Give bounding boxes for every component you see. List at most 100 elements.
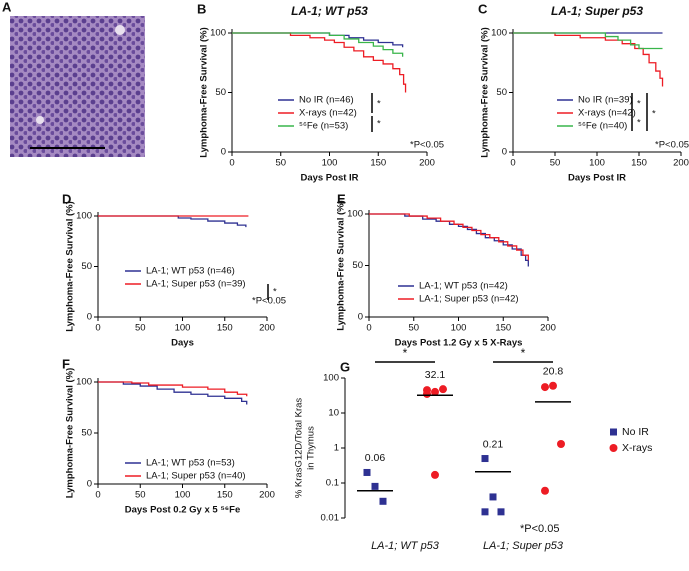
- x-tick-label: 200: [259, 490, 275, 501]
- x-tick-label: 0: [510, 158, 515, 169]
- y-axis-title: % KrasG12D/Total Kras: [294, 398, 305, 499]
- legend-label: ⁵⁶Fe (n=53): [299, 121, 348, 132]
- legend-label: No IR: [622, 426, 649, 438]
- data-point: [379, 497, 387, 505]
- survival-curve: [513, 32, 663, 50]
- x-tick-label: 50: [275, 158, 286, 169]
- y-tick-label: 0: [502, 147, 507, 158]
- y-tick-label: 0.1: [326, 478, 339, 489]
- data-point: [541, 383, 549, 392]
- x-tick-label: 200: [673, 158, 689, 169]
- annotation: *: [652, 109, 656, 120]
- x-tick-label: 0: [95, 490, 100, 501]
- y-tick-label: 0: [87, 479, 92, 490]
- survival-curve: [369, 213, 529, 267]
- legend-label: LA-1; Super p53 (n=42): [419, 294, 519, 305]
- y-axis-title: Lymphoma-Free Survival (%): [65, 201, 76, 332]
- y-tick-label: 50: [352, 260, 363, 271]
- x-tick-label: 50: [550, 158, 561, 169]
- mean-label: 32.1: [425, 369, 446, 381]
- y-axis-title: Lymphoma-Free Survival (%): [199, 27, 210, 158]
- survival-curve: [98, 381, 248, 405]
- y-tick-label: 50: [215, 87, 226, 98]
- data-point: [549, 381, 557, 390]
- panel-label: F: [62, 356, 70, 371]
- panel-label: G: [340, 359, 350, 374]
- y-tick-label: 0: [87, 312, 92, 323]
- y-tick-label: 100: [76, 211, 92, 222]
- x-tick-label: 100: [175, 323, 191, 334]
- chart-title: LA-1; Super p53: [551, 4, 643, 18]
- x-tick-label: 150: [217, 323, 233, 334]
- histology-detail: [115, 25, 125, 35]
- annotation: *P<0.05: [410, 140, 444, 151]
- chart-title: LA-1; WT p53: [291, 4, 368, 18]
- x-tick-label: 100: [175, 490, 191, 501]
- annotation: *: [521, 346, 526, 360]
- y-axis-title: Lymphoma-Free Survival (%): [480, 27, 491, 158]
- legend-label: ⁵⁶Fe (n=40): [578, 121, 627, 132]
- legend-label: X-rays (n=42): [578, 108, 636, 119]
- panel-label: A: [2, 0, 12, 14]
- survival-curve: [232, 32, 404, 48]
- x-tick-label: 200: [259, 323, 275, 334]
- panel-label: E: [337, 191, 346, 206]
- data-point: [497, 508, 505, 516]
- annotation: *P<0.05: [520, 523, 559, 535]
- x-axis-title: Days Post 0.2 Gy x 5 ⁵⁶Fe: [125, 505, 241, 516]
- legend-label: No IR (n=39): [578, 95, 633, 106]
- histology-image: [10, 16, 145, 157]
- x-tick-label: 150: [217, 490, 233, 501]
- y-tick-label: 50: [496, 87, 507, 98]
- x-tick-label: 0: [366, 323, 371, 334]
- legend-swatch: [609, 444, 618, 452]
- legend-label: No IR (n=46): [299, 95, 354, 106]
- mean-label: 0.21: [483, 438, 504, 450]
- x-tick-label: LA-1; Super p53: [483, 540, 564, 552]
- annotation: *: [273, 287, 277, 298]
- data-point: [481, 508, 489, 516]
- data-point: [431, 470, 439, 479]
- x-tick-label: 50: [135, 323, 146, 334]
- survival-curve: [369, 213, 529, 261]
- survival-curve: [98, 215, 247, 228]
- x-tick-label: 100: [589, 158, 605, 169]
- y-tick-label: 100: [491, 28, 507, 39]
- data-point: [557, 440, 565, 449]
- data-point: [481, 455, 489, 463]
- y-tick-label: 100: [323, 373, 339, 384]
- y-tick-label: 0: [221, 147, 226, 158]
- panel-label: D: [62, 191, 71, 206]
- annotation: *P<0.05: [252, 296, 286, 307]
- y-axis-title: Lymphoma-Free Survival (%): [336, 200, 347, 331]
- x-axis-title: Days Post IR: [300, 173, 358, 184]
- annotation: *: [377, 99, 381, 110]
- x-tick-label: 100: [451, 323, 467, 334]
- y-tick-label: 50: [81, 261, 92, 272]
- annotation: *P<0.05: [655, 140, 689, 151]
- histology-detail: [36, 116, 44, 124]
- data-point: [541, 486, 549, 495]
- legend-label: LA-1; Super p53 (n=40): [146, 471, 246, 482]
- data-point: [431, 387, 439, 396]
- panel-label: B: [197, 1, 206, 16]
- legend-label: LA-1; WT p53 (n=53): [146, 458, 235, 469]
- y-tick-label: 0.01: [321, 513, 340, 524]
- y-axis-title: Lymphoma-Free Survival (%): [65, 368, 76, 499]
- x-tick-label: 0: [95, 323, 100, 334]
- legend-label: LA-1; Super p53 (n=39): [146, 279, 246, 290]
- legend-label: X-rays (n=42): [299, 108, 357, 119]
- data-point: [423, 389, 431, 398]
- survival-curve: [232, 32, 407, 93]
- x-axis-title: Days Post IR: [568, 173, 626, 184]
- y-tick-label: 50: [81, 428, 92, 439]
- x-tick-label: 100: [322, 158, 338, 169]
- data-point: [371, 482, 379, 490]
- survival-curve: [98, 381, 248, 397]
- x-tick-label: 50: [135, 490, 146, 501]
- y-tick-label: 100: [76, 377, 92, 388]
- x-tick-label: 0: [229, 158, 234, 169]
- x-tick-label: 150: [370, 158, 386, 169]
- x-axis-title: Days Post 1.2 Gy x 5 X-Rays: [395, 338, 523, 349]
